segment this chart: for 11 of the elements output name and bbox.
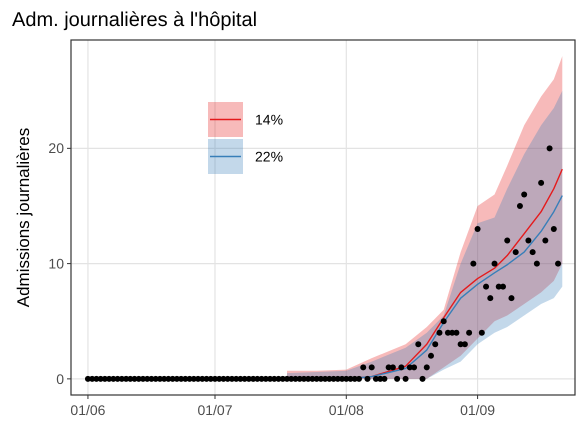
y-tick-label: 20 <box>48 140 64 156</box>
x-tick-label: 01/06 <box>70 402 106 418</box>
x-tick-label: 01/07 <box>197 402 233 418</box>
legend-label: 14% <box>255 111 284 128</box>
x-tick-label: 01/08 <box>328 402 364 418</box>
y-tick-label: 0 <box>56 370 64 387</box>
chart-title: Adm. journalières à l'hôpital <box>12 9 258 31</box>
legend-label: 22% <box>255 148 284 164</box>
x-tick-label: 01/09 <box>460 402 496 418</box>
y-axis-title: Admissions journalières <box>14 128 33 308</box>
y-tick-label: 10 <box>48 256 64 272</box>
